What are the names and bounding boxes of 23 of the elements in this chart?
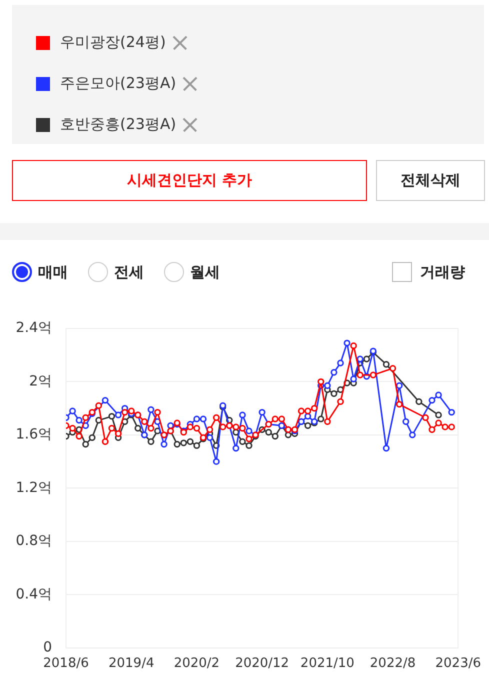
- text: 거래량: [420, 262, 465, 282]
- y-tick-label: 1.2억: [16, 480, 52, 496]
- text: 시세견인단지 추가: [12, 160, 367, 201]
- legend-label: 주은모아(23평A): [60, 74, 176, 93]
- y-tick-label: 2.4억: [16, 320, 52, 336]
- y-tick-label: 2억: [29, 373, 52, 390]
- y-tick-label: 1.6억: [16, 426, 52, 443]
- x-tick-label: 2020/12: [235, 656, 290, 672]
- y-tick-label: 0: [43, 640, 52, 656]
- y-tick-label: 0.8억: [16, 533, 52, 550]
- x-tick-label: 2023/6: [435, 656, 482, 672]
- legend-label: 호반중흥(23평A): [60, 115, 176, 134]
- text: 전세: [114, 262, 144, 282]
- text: 전체삭제: [376, 160, 485, 201]
- text: 월세: [190, 262, 220, 282]
- x-tick-label: 2018/6: [43, 656, 89, 672]
- text: 매매: [38, 262, 68, 282]
- x-tick-label: 2022/8: [370, 656, 416, 672]
- x-tick-label: 2021/10: [300, 656, 354, 672]
- x-tick-label: 2020/2: [174, 656, 220, 672]
- y-tick-label: 0.4억: [16, 586, 52, 602]
- x-tick-label: 2019/4: [108, 656, 154, 672]
- legend-label: 우미광장(24평): [60, 33, 166, 52]
